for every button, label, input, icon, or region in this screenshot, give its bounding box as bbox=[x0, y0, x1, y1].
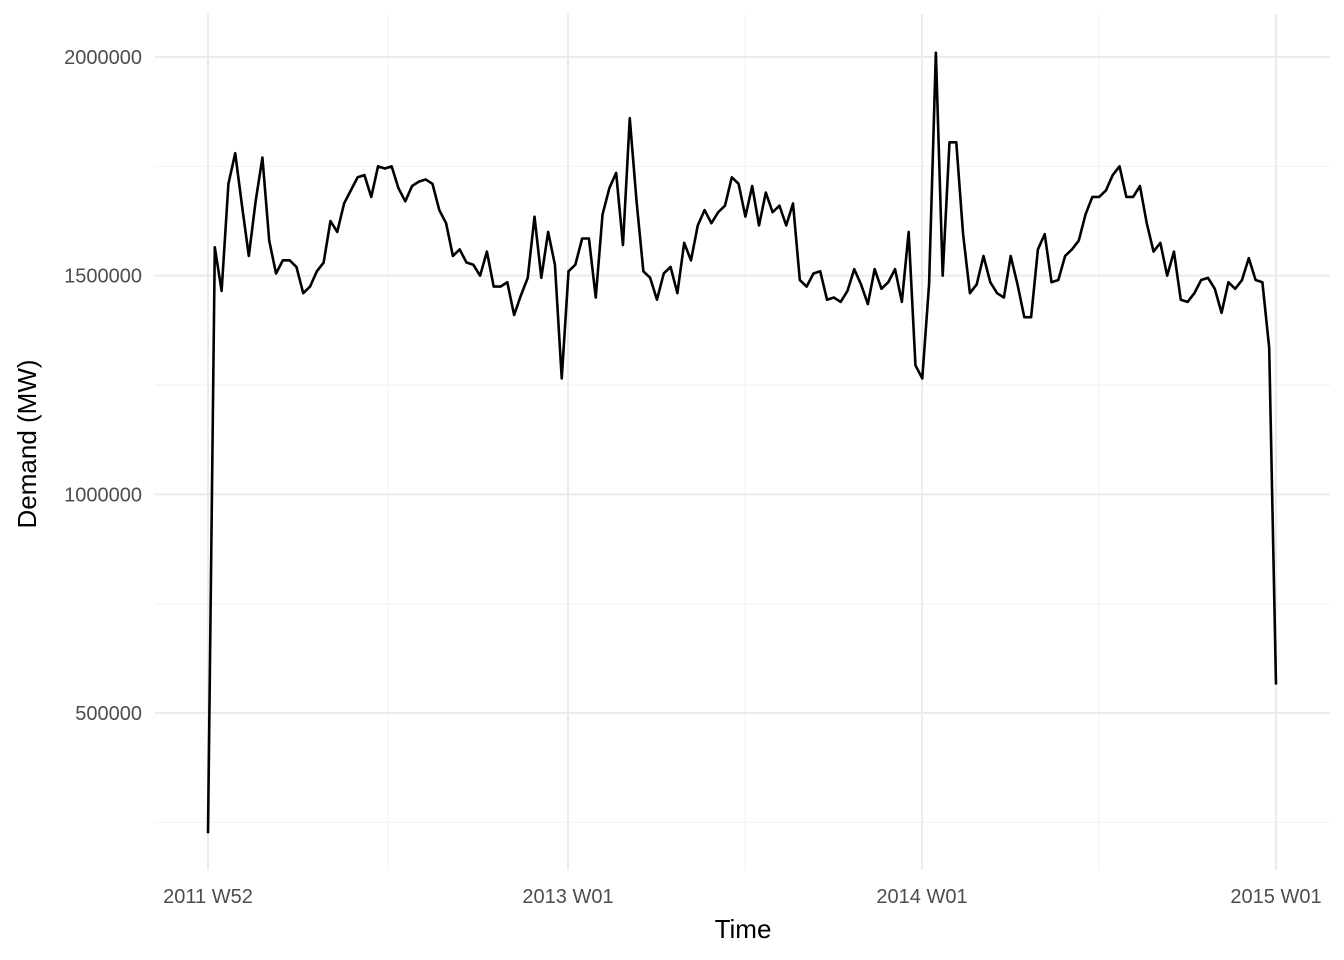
major-gridlines bbox=[155, 14, 1330, 870]
x-axis-tick-labels: 2011 W52 2013 W01 2014 W01 2015 W01 bbox=[163, 886, 1321, 908]
demand-series-line bbox=[206, 51, 1278, 834]
minor-gridlines bbox=[155, 14, 1330, 870]
y-axis-title: Demand (MW) bbox=[12, 359, 42, 528]
x-tick-label: 2015 W01 bbox=[1230, 886, 1321, 908]
y-tick-label: 500000 bbox=[75, 703, 142, 725]
y-tick-label: 2000000 bbox=[64, 47, 142, 69]
y-tick-label: 1000000 bbox=[64, 484, 142, 506]
y-axis-tick-labels: 500000 1000000 1500000 2000000 bbox=[64, 47, 142, 725]
x-tick-label: 2014 W01 bbox=[876, 886, 967, 908]
x-tick-label: 2013 W01 bbox=[522, 886, 613, 908]
x-tick-label: 2011 W52 bbox=[163, 886, 253, 908]
y-tick-label: 1500000 bbox=[64, 266, 142, 288]
x-axis-title: Time bbox=[715, 914, 772, 944]
